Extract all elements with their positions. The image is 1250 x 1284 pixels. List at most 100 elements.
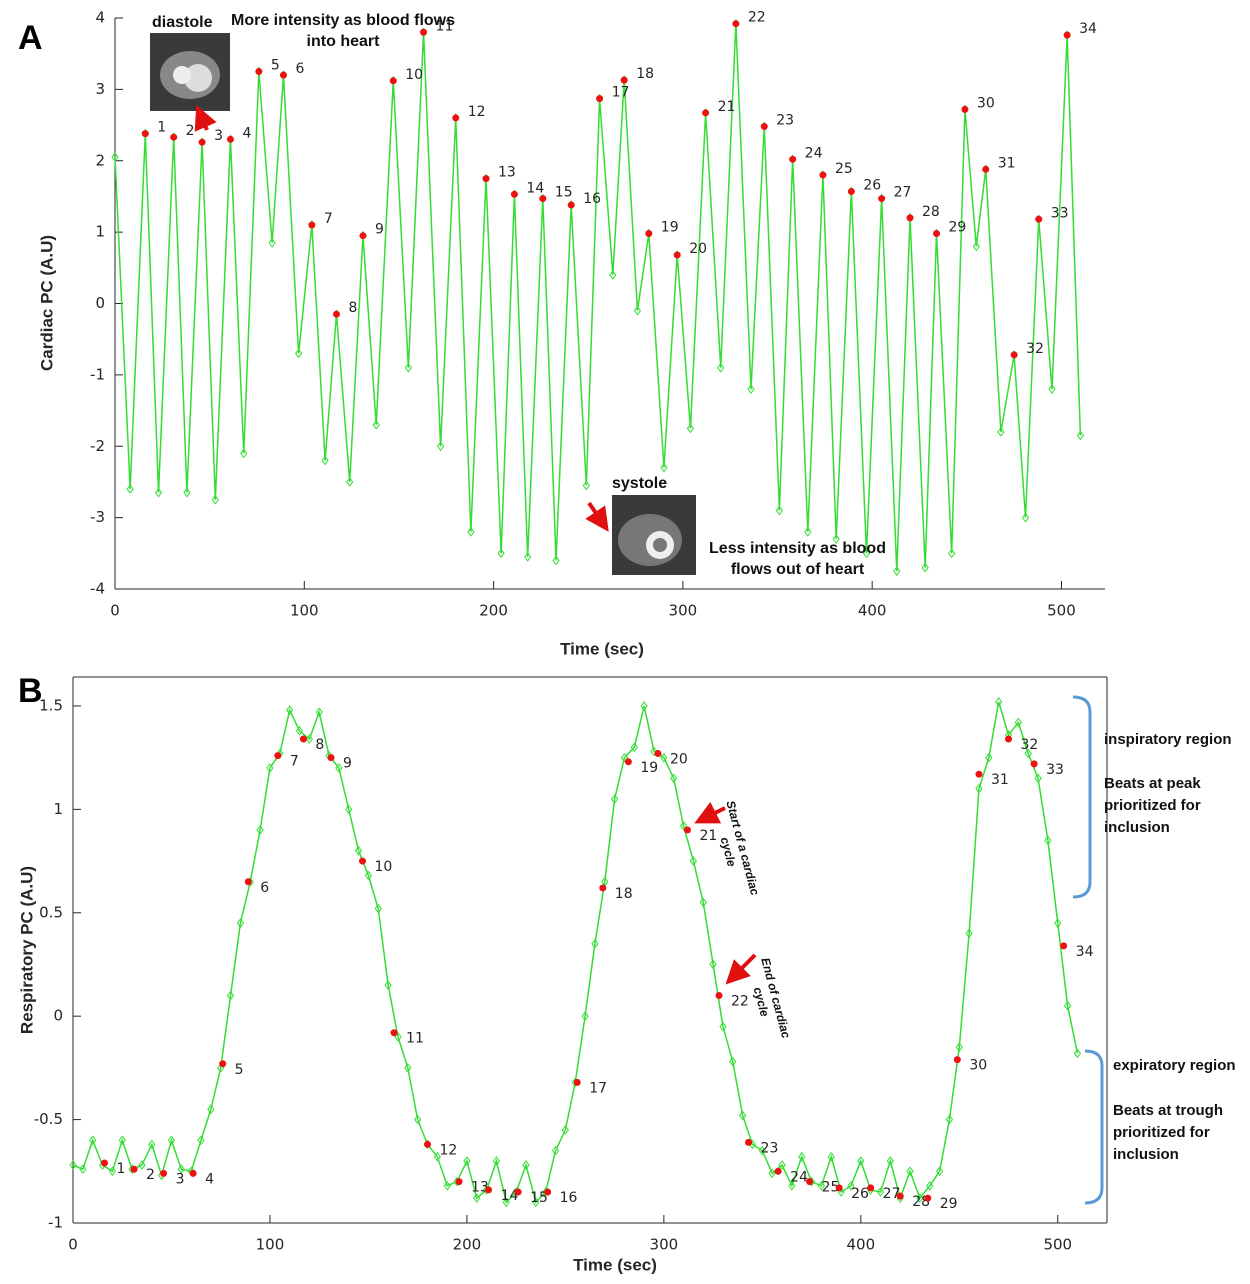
point-marker: [1063, 1001, 1072, 1011]
point-marker: [689, 856, 698, 866]
peak-marker: [715, 992, 723, 999]
peak-label: 25: [835, 161, 853, 177]
y-tick-label: -4: [90, 580, 105, 598]
peak-label: 31: [991, 772, 1009, 788]
peak-marker: [835, 1184, 843, 1192]
peak-marker: [878, 195, 886, 203]
point-marker: [916, 1193, 924, 1204]
point-marker: [414, 1114, 422, 1125]
peak-label: 27: [883, 1186, 901, 1202]
peak-marker: [389, 77, 397, 85]
point-marker: [364, 870, 373, 881]
point-marker: [492, 1156, 501, 1166]
x-tick-label: 400: [858, 602, 887, 620]
peak-marker: [774, 1167, 782, 1175]
peak-label: 33: [1046, 762, 1064, 778]
point-marker: [747, 384, 755, 394]
annotation: Beats at trough prioritized for inclusio…: [1113, 1102, 1224, 1163]
point-marker: [207, 1104, 215, 1115]
peak-label: 11: [436, 18, 454, 34]
annotation: More intensity as blood flows into heart: [230, 12, 456, 50]
peak-marker: [745, 1138, 753, 1146]
y-tick-label: 4: [95, 9, 105, 27]
point-marker: [551, 1145, 560, 1156]
y-tick-label: -0.5: [34, 1110, 63, 1128]
y-tick-label: 1: [95, 223, 105, 241]
peak-marker: [896, 1192, 904, 1200]
x-axis-label: Time (sec): [560, 639, 644, 658]
point-marker: [699, 897, 707, 908]
point-marker: [167, 1135, 176, 1146]
peak-label: 22: [731, 994, 749, 1010]
y-tick-label: 0: [95, 294, 105, 312]
point-marker: [582, 480, 590, 491]
peak-marker: [567, 201, 575, 209]
peak-label: 24: [790, 1169, 808, 1185]
point-marker: [321, 455, 329, 466]
peak-label: 13: [498, 165, 516, 181]
peak-label: 34: [1079, 21, 1097, 37]
peak-label: 18: [636, 66, 654, 82]
peak-label: 15: [555, 185, 573, 201]
peak-marker: [359, 232, 367, 240]
point-marker: [69, 1160, 77, 1170]
point-marker: [294, 348, 303, 359]
point-marker: [955, 1042, 963, 1053]
peak-marker: [198, 138, 206, 146]
peak-label: 31: [998, 155, 1016, 171]
peak-label: 6: [295, 61, 304, 77]
point-marker: [1044, 835, 1052, 846]
peak-marker: [170, 133, 178, 141]
peak-marker: [702, 109, 710, 117]
point-marker: [847, 1180, 855, 1191]
peak-marker: [510, 190, 518, 198]
peak-label: 26: [851, 1186, 869, 1202]
point-marker: [832, 534, 840, 544]
point-marker: [240, 448, 248, 459]
peak-label: 26: [863, 177, 881, 193]
point-marker: [997, 427, 1005, 437]
point-marker: [79, 1164, 87, 1175]
peak-marker: [544, 1188, 552, 1196]
point-marker: [236, 918, 245, 928]
peak-marker: [924, 1194, 932, 1202]
point-marker: [154, 487, 163, 498]
panel-label: A: [18, 19, 43, 57]
point-marker: [346, 477, 354, 487]
bracket: [1084, 1049, 1104, 1205]
peak-marker: [982, 165, 990, 173]
peak-marker: [101, 1159, 109, 1167]
point-marker: [552, 555, 560, 566]
peak-marker: [226, 135, 234, 143]
peak-label: 16: [560, 1190, 578, 1206]
peak-marker: [654, 750, 662, 758]
arrow: [585, 501, 609, 532]
point-marker: [295, 725, 304, 736]
y-tick-label: 1.5: [39, 696, 63, 714]
peak-label: 19: [640, 760, 658, 776]
point-marker: [935, 1166, 944, 1177]
point-marker: [650, 746, 658, 757]
peak-label: 25: [822, 1180, 840, 1196]
peak-label: 7: [290, 754, 299, 770]
peak-label: 17: [589, 1080, 607, 1096]
point-marker: [532, 1197, 540, 1208]
peak-label: 2: [186, 123, 195, 139]
peak-marker: [645, 230, 653, 238]
x-tick-label: 500: [1047, 602, 1076, 620]
point-marker: [798, 1151, 806, 1162]
point-marker: [268, 237, 276, 248]
peak-marker: [539, 195, 547, 203]
peak-label: 18: [615, 886, 633, 902]
point-marker: [640, 701, 648, 711]
point-marker: [975, 783, 983, 794]
peak-label: 9: [375, 222, 384, 238]
peak-marker: [424, 1140, 432, 1148]
peak-label: 8: [348, 300, 357, 316]
point-marker: [111, 152, 119, 163]
peak-marker: [867, 1184, 875, 1192]
peak-label: 14: [501, 1188, 519, 1204]
point-marker: [719, 1021, 727, 1032]
peak-label: 6: [260, 880, 269, 896]
